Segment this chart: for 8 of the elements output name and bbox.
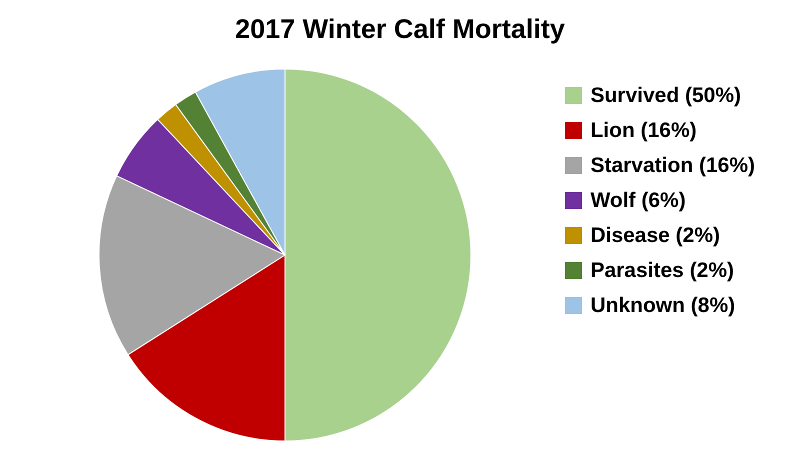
legend-label: Lion (16%) — [590, 118, 697, 142]
chart-title: 2017 Winter Calf Mortality — [234, 14, 566, 45]
legend-label: Parasites (2%) — [590, 258, 734, 282]
legend-label: Disease (2%) — [590, 224, 720, 248]
legend-label: Starvation (16%) — [590, 154, 755, 178]
legend-label: Wolf (6%) — [590, 188, 686, 212]
legend-label: Unknown (8%) — [590, 294, 736, 318]
legend-label: Survived (50%) — [590, 84, 742, 108]
